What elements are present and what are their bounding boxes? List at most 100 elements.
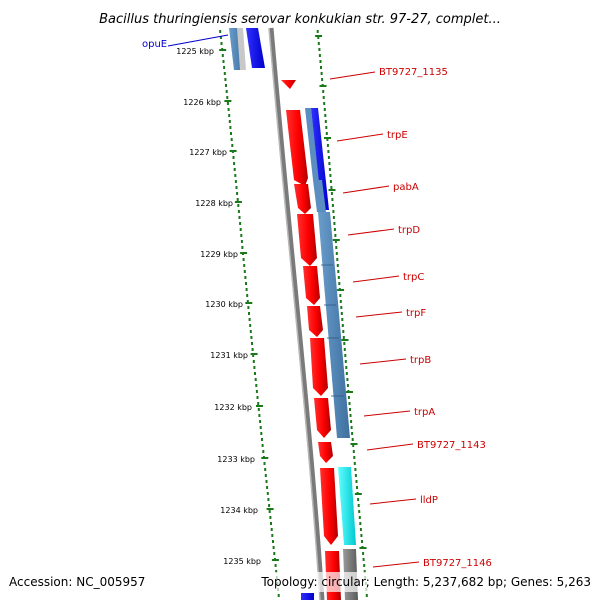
cog-block-trpE-blue[interactable] [311,108,329,210]
ring-dot [326,144,329,147]
label-connectors [167,34,420,568]
ring-dot [241,246,244,249]
ring-dot [356,486,358,489]
gene-label-BT9727_1135[interactable]: BT9727_1135 [379,67,448,78]
cog-block-lldP[interactable] [338,467,356,545]
ring-dot [353,456,356,459]
connector-BT9727_1135 [329,71,376,80]
tick-mark [346,391,353,393]
ring-dot [237,204,240,207]
ring-dot [332,210,335,213]
gene-label-BT9727_1146[interactable]: BT9727_1146 [423,558,492,569]
gene-label-trpE[interactable]: trpE [387,130,408,141]
ring-dot [358,510,361,513]
backbone-arc [268,27,325,600]
ring-dot [221,54,224,57]
ring-dot [350,420,353,423]
tick-mark [256,405,263,407]
ring-dot [266,492,269,495]
ring-dot [341,324,344,327]
ring-dot [260,432,263,435]
ring-dot [226,96,229,99]
ring-dot [342,336,345,339]
tick-mark [271,559,279,561]
ring-dot [344,360,347,363]
ring-dot [233,162,236,165]
ring-dot [335,252,338,255]
ring-dot [239,222,242,225]
ring-dot [223,66,226,69]
tick-label: 1230 kbp [205,300,243,309]
cds-arrow-trpD[interactable] [297,214,317,266]
gene-label-trpA[interactable]: trpA [414,407,435,418]
cds-arrow-trpC[interactable] [303,266,320,305]
cds-arrow-lldP[interactable] [320,468,338,545]
ring-dot [232,156,235,159]
ring-dot [225,90,228,93]
ring-dot [254,378,257,381]
cog-block-trpE[interactable] [305,108,319,180]
tick-mark [266,508,274,510]
connector-BT9727_1143 [366,443,414,451]
ring-dot [350,426,353,429]
gene-opuE[interactable] [229,28,265,70]
ring-dot [249,324,252,327]
cds-arrow-trpB[interactable] [310,338,328,396]
tick-mark [219,49,227,51]
ring-dot [325,126,328,129]
cds-arrow-pabA[interactable] [294,184,311,214]
ring-dot [345,372,348,375]
ring-dot [337,276,340,279]
ring-dot [360,534,363,537]
ring-dot [320,72,323,75]
ring-dot [270,528,273,531]
gene-label-trpF[interactable]: trpF [406,308,426,319]
ring-dot [359,528,362,531]
cds-arrow-trpE[interactable] [286,110,308,186]
gene-label-trpD[interactable]: trpD [398,225,420,236]
ring-dot [249,330,252,333]
gene-label-opuE[interactable]: opuE [142,39,167,50]
ring-dot [337,270,340,273]
ring-dot [349,414,352,417]
ring-dot [324,114,327,117]
ring-dot [234,174,237,177]
ring-dot [353,462,356,465]
gene-BT9727_1135[interactable] [281,80,296,89]
ring-dot [266,486,269,489]
ring-dot [346,378,349,381]
ring-dot [347,396,350,399]
position-ticks: 1225 kbp 1226 kbp 1227 kbp 1228 kbp 1229… [176,35,367,566]
ring-dot [226,102,229,105]
cds-arrow-trpF[interactable] [307,306,323,337]
gene-label-BT9727_1143[interactable]: BT9727_1143 [417,440,486,451]
connector-opuE [167,34,229,47]
tick-mark [224,100,232,102]
cog-block-pabA[interactable] [313,180,326,212]
gene-label-trpC[interactable]: trpC [403,272,424,283]
ring-dot [243,264,246,267]
ring-dot [339,300,342,303]
tick-mark [315,35,323,37]
gene-label-lldP[interactable]: lldP [420,495,438,506]
cog-block-bottom [301,593,314,600]
ring-dot [342,330,345,333]
ring-dot [244,276,247,279]
ring-dot [262,450,265,453]
cds-arrow-BT9727_1143[interactable] [318,442,333,463]
ring-dot [233,168,236,171]
ring-dot [338,282,341,285]
ring-dot [273,552,276,555]
ring-dot [274,564,277,567]
ring-dot [317,42,320,45]
tick-mark [250,353,258,355]
ring-dot [228,114,231,117]
ring-dot [237,210,240,213]
tick-mark [324,137,331,139]
cds-arrow-trpA[interactable] [314,398,331,438]
ring-dot [275,570,278,573]
gene-label-pabA[interactable]: pabA [393,182,419,193]
map-title: Bacillus thuringiensis serovar konkukian… [99,12,501,27]
cog-block-trp[interactable] [318,212,350,438]
gene-label-trpB[interactable]: trpB [410,355,431,366]
